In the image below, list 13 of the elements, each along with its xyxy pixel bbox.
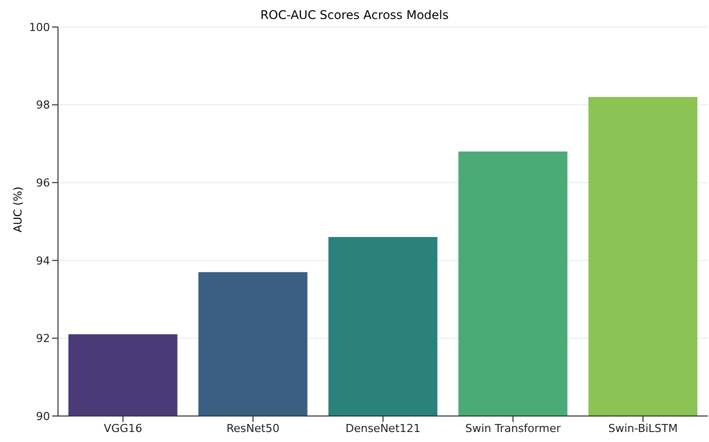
y-tick-label: 100 [29, 20, 50, 34]
y-axis-title: AUC (%) [12, 186, 24, 234]
y-tick-label: 96 [36, 176, 50, 190]
x-tick-label: ResNet50 [226, 422, 280, 435]
x-tick-label: Swin Transformer [465, 422, 562, 435]
y-tick-label: 90 [36, 410, 50, 423]
x-tick-label: DenseNet121 [345, 422, 421, 435]
x-tick-label: Swin-BiLSTM [608, 422, 678, 435]
y-tick-label: 92 [36, 332, 50, 346]
chart-title: ROC-AUC Scores Across Models [259, 8, 450, 22]
x-tick-label: VGG16 [104, 422, 142, 435]
y-tick-label: 98 [36, 98, 50, 112]
y-tick-label: 94 [36, 254, 50, 268]
